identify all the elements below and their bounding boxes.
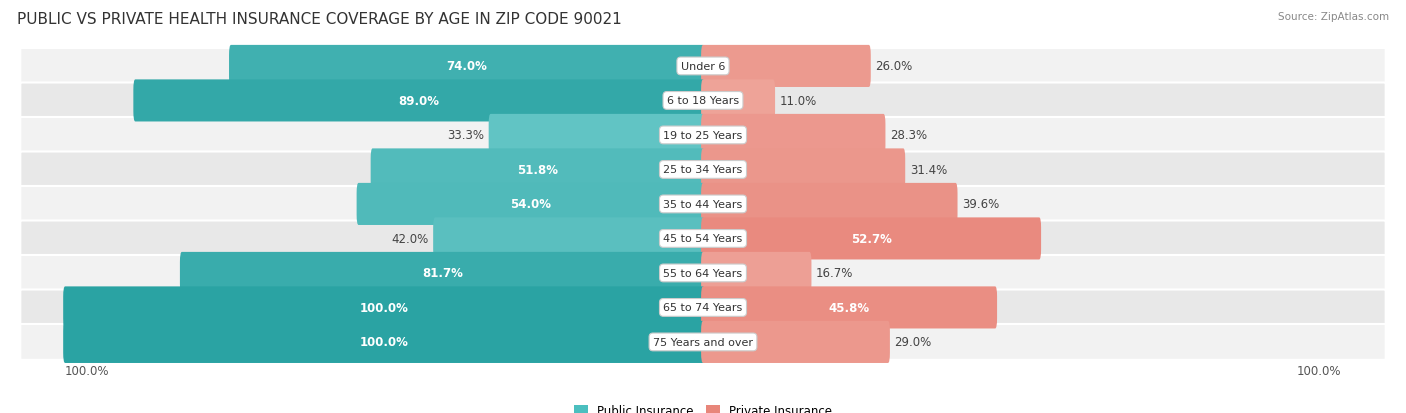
- FancyBboxPatch shape: [20, 187, 1386, 222]
- Text: 45 to 54 Years: 45 to 54 Years: [664, 234, 742, 244]
- Text: 35 to 44 Years: 35 to 44 Years: [664, 199, 742, 209]
- Text: Under 6: Under 6: [681, 62, 725, 72]
- Text: Source: ZipAtlas.com: Source: ZipAtlas.com: [1278, 12, 1389, 22]
- Text: 6 to 18 Years: 6 to 18 Years: [666, 96, 740, 106]
- FancyBboxPatch shape: [63, 321, 704, 363]
- FancyBboxPatch shape: [20, 324, 1386, 360]
- FancyBboxPatch shape: [433, 218, 704, 260]
- FancyBboxPatch shape: [702, 183, 957, 225]
- FancyBboxPatch shape: [20, 118, 1386, 154]
- Text: 29.0%: 29.0%: [894, 336, 932, 349]
- Text: 54.0%: 54.0%: [510, 198, 551, 211]
- FancyBboxPatch shape: [20, 290, 1386, 325]
- Legend: Public Insurance, Private Insurance: Public Insurance, Private Insurance: [569, 399, 837, 413]
- FancyBboxPatch shape: [134, 80, 704, 122]
- Text: 33.3%: 33.3%: [447, 129, 484, 142]
- FancyBboxPatch shape: [20, 152, 1386, 188]
- FancyBboxPatch shape: [20, 49, 1386, 85]
- Text: 81.7%: 81.7%: [422, 267, 463, 280]
- Text: 11.0%: 11.0%: [779, 95, 817, 108]
- FancyBboxPatch shape: [489, 114, 704, 157]
- Text: 55 to 64 Years: 55 to 64 Years: [664, 268, 742, 278]
- FancyBboxPatch shape: [702, 252, 811, 294]
- Text: 19 to 25 Years: 19 to 25 Years: [664, 131, 742, 140]
- FancyBboxPatch shape: [702, 218, 1040, 260]
- FancyBboxPatch shape: [357, 183, 704, 225]
- Text: 16.7%: 16.7%: [815, 267, 853, 280]
- Text: 45.8%: 45.8%: [828, 301, 870, 314]
- FancyBboxPatch shape: [702, 114, 886, 157]
- FancyBboxPatch shape: [20, 221, 1386, 257]
- FancyBboxPatch shape: [20, 83, 1386, 119]
- Text: PUBLIC VS PRIVATE HEALTH INSURANCE COVERAGE BY AGE IN ZIP CODE 90021: PUBLIC VS PRIVATE HEALTH INSURANCE COVER…: [17, 12, 621, 27]
- Text: 100.0%: 100.0%: [1296, 365, 1341, 377]
- FancyBboxPatch shape: [63, 287, 704, 329]
- Text: 75 Years and over: 75 Years and over: [652, 337, 754, 347]
- Text: 65 to 74 Years: 65 to 74 Years: [664, 303, 742, 313]
- FancyBboxPatch shape: [180, 252, 704, 294]
- FancyBboxPatch shape: [20, 255, 1386, 291]
- Text: 51.8%: 51.8%: [517, 164, 558, 176]
- Text: 89.0%: 89.0%: [399, 95, 440, 108]
- FancyBboxPatch shape: [702, 149, 905, 191]
- Text: 52.7%: 52.7%: [851, 233, 891, 245]
- FancyBboxPatch shape: [702, 80, 775, 122]
- Text: 25 to 34 Years: 25 to 34 Years: [664, 165, 742, 175]
- FancyBboxPatch shape: [371, 149, 704, 191]
- Text: 42.0%: 42.0%: [391, 233, 429, 245]
- Text: 74.0%: 74.0%: [447, 60, 488, 73]
- FancyBboxPatch shape: [702, 287, 997, 329]
- Text: 100.0%: 100.0%: [360, 301, 409, 314]
- Text: 28.3%: 28.3%: [890, 129, 927, 142]
- Text: 26.0%: 26.0%: [875, 60, 912, 73]
- FancyBboxPatch shape: [229, 46, 704, 88]
- FancyBboxPatch shape: [702, 321, 890, 363]
- Text: 100.0%: 100.0%: [360, 336, 409, 349]
- FancyBboxPatch shape: [702, 46, 870, 88]
- Text: 39.6%: 39.6%: [962, 198, 1000, 211]
- Text: 31.4%: 31.4%: [910, 164, 946, 176]
- Text: 100.0%: 100.0%: [65, 365, 110, 377]
